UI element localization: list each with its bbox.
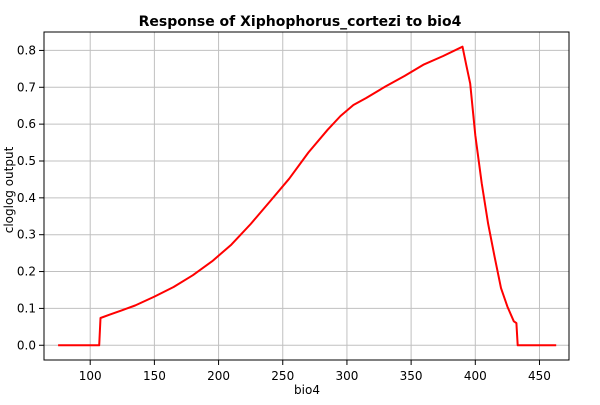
y-tick-label: 0.6: [17, 117, 36, 131]
x-tick-label: 400: [464, 369, 487, 383]
axis-ticks: 100 150 200 250 300 350 400 450 0.0 0.1 0.2 0.3 0.4 0…: [17, 43, 551, 383]
y-tick-label: 0.1: [17, 301, 36, 315]
y-tick-label: 0.5: [17, 154, 36, 168]
x-tick-label: 150: [143, 369, 166, 383]
y-tick-label: 0.0: [17, 338, 36, 352]
x-tick-label: 450: [528, 369, 551, 383]
series-layer: [58, 45, 557, 347]
x-tick-label: 250: [271, 369, 294, 383]
y-tick-label: 0.3: [17, 228, 36, 242]
y-tick-label: 0.4: [17, 191, 36, 205]
plot-frame: [43, 31, 570, 361]
chart-title: Response of Xiphophorus_cortezi to bio4: [139, 14, 462, 30]
y-tick-label: 0.7: [17, 80, 36, 94]
y-tick-label: 0.8: [17, 43, 36, 57]
x-tick-label: 100: [79, 369, 102, 383]
y-axis-label: cloglog output: [2, 146, 16, 233]
x-tick-label: 300: [335, 369, 358, 383]
x-tick-label: 200: [207, 369, 230, 383]
series-line-response: [58, 45, 557, 347]
x-tick-label: 350: [400, 369, 423, 383]
grid: [44, 32, 569, 360]
x-axis-label: bio4: [294, 383, 320, 397]
y-tick-label: 0.2: [17, 265, 36, 279]
